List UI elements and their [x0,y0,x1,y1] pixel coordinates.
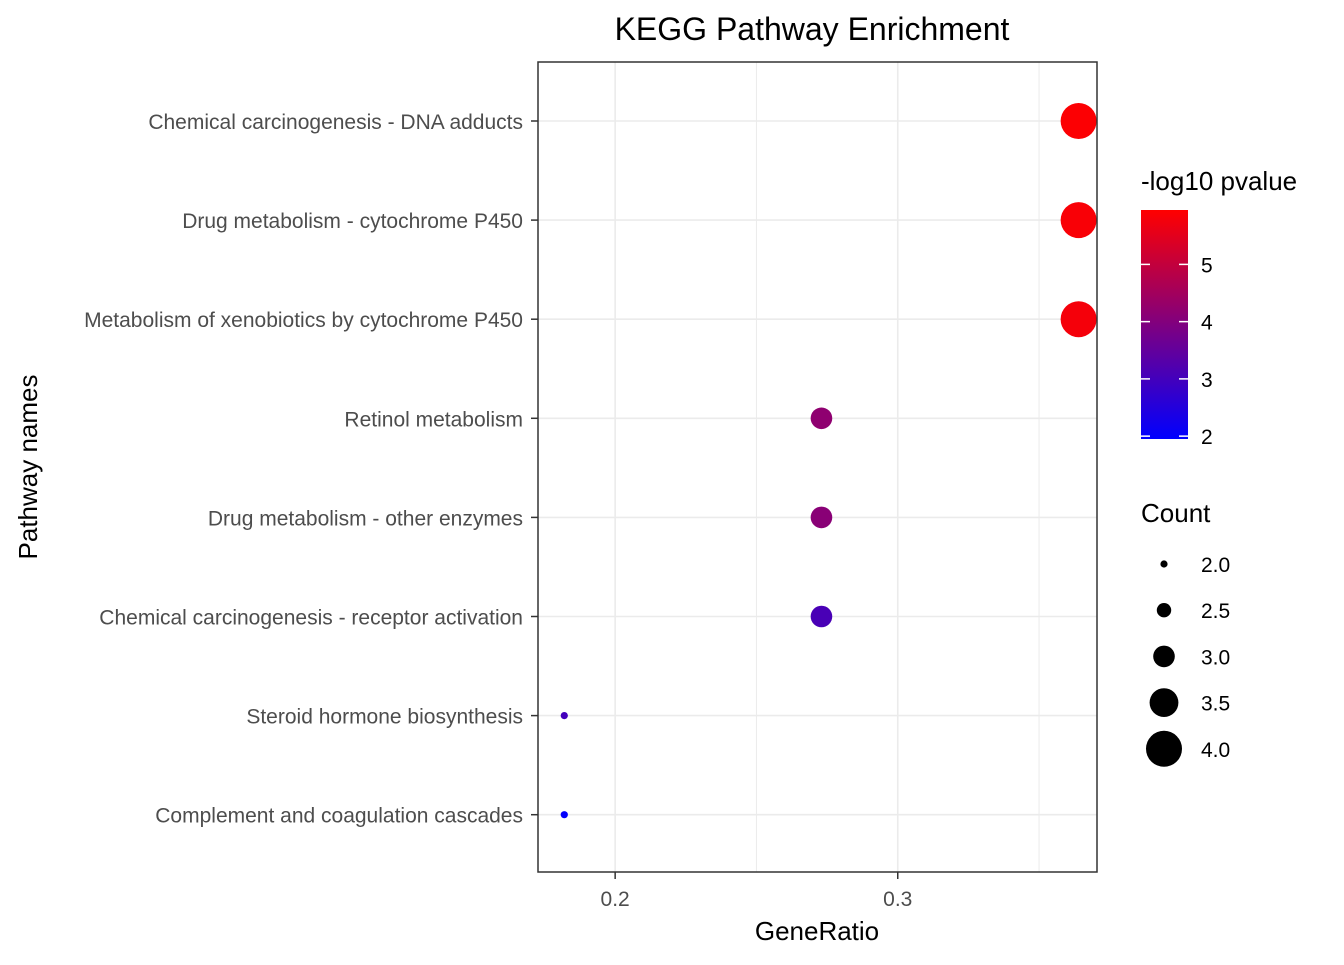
color-legend: -log10 pvalue 2 3 4 5 [1141,166,1297,449]
data-point [560,712,568,720]
colorbar [1141,210,1188,439]
size-legend-label: 4.0 [1201,739,1230,762]
size-legend-label: 3.5 [1201,693,1230,716]
y-axis: Chemical carcinogenesis - DNA adducts Dru… [84,111,538,828]
y-tick-label: Chemical carcinogenesis - DNA adducts [148,111,523,134]
size-legend-key [1156,603,1172,618]
chart-title: KEGG Pathway Enrichment [615,11,1010,47]
colorbar-tick-label: 5 [1201,254,1213,277]
size-legend-label: 2.0 [1201,554,1230,577]
y-tick-label: Metabolism of xenobiotics by cytochrome … [84,309,523,332]
colorbar-tick-label: 3 [1201,369,1213,392]
x-tick-label: 0.2 [601,888,630,911]
plot-panel [538,62,1097,872]
y-axis-title: Pathway names [13,375,43,560]
x-axis: 0.2 0.3 [601,872,912,911]
size-legend-key [1160,560,1168,568]
colorbar-tick-label: 2 [1201,426,1213,449]
plot-panel-border [537,61,1098,873]
size-legend-label: 2.5 [1201,600,1230,623]
x-tick-label: 0.3 [883,888,912,911]
data-points [560,103,1097,819]
y-tick-label: Drug metabolism - other enzymes [208,507,523,530]
y-tick-label: Chemical carcinogenesis - receptor activ… [99,607,523,630]
color-legend-title: -log10 pvalue [1141,166,1297,196]
data-point [810,407,833,430]
size-legend-label: 3.0 [1201,646,1230,669]
y-tick-label: Complement and coagulation cascades [155,805,523,828]
size-legend: Count 2.0 2.5 3.0 3.5 4.0 [1141,498,1230,767]
colorbar-tick-label: 4 [1201,312,1213,335]
data-point [1060,202,1097,239]
size-legend-items: 2.0 2.5 3.0 3.5 4.0 [1146,554,1230,767]
size-legend-key [1149,688,1179,717]
data-point [1060,301,1097,338]
y-tick-label: Retinol metabolism [344,408,523,431]
y-tick-label: Drug metabolism - cytochrome P450 [182,210,523,233]
x-axis-title: GeneRatio [755,916,879,946]
data-point [560,811,568,819]
data-point [810,605,833,628]
colorbar-ticks: 2 3 4 5 [1141,254,1213,449]
size-legend-title: Count [1141,498,1211,528]
data-point [1060,103,1097,139]
size-legend-key [1146,730,1182,767]
size-legend-key [1153,645,1175,668]
y-tick-label: Steroid hormone biosynthesis [246,706,523,729]
data-point [810,506,833,529]
